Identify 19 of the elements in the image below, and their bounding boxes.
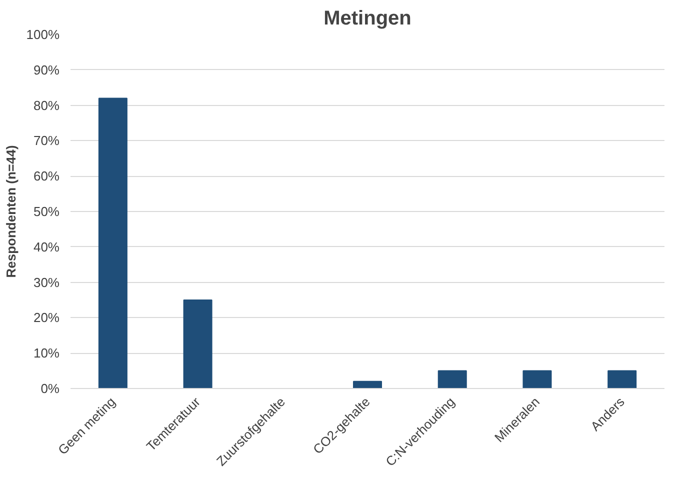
y-axis-title: Respondenten (n=44)	[3, 145, 18, 278]
y-tick-label: 100%	[26, 27, 60, 42]
bar	[353, 380, 382, 388]
y-tick-label: 90%	[33, 62, 60, 78]
y-tick-label: 40%	[33, 239, 60, 254]
y-tick-label: 50%	[33, 204, 60, 219]
chart-title: Metingen	[324, 8, 412, 30]
bar	[183, 300, 212, 388]
y-tick-label: 30%	[33, 274, 60, 290]
y-tick-label: 10%	[33, 346, 60, 361]
bar	[608, 370, 637, 388]
y-tick-label: 80%	[33, 98, 60, 113]
y-tick-label: 70%	[33, 133, 60, 148]
y-tick-label: 60%	[33, 168, 60, 184]
y-tick-label: 20%	[33, 310, 60, 326]
bar	[522, 370, 552, 388]
bar	[438, 370, 467, 388]
y-tick-label: 0%	[40, 381, 60, 396]
bar	[98, 98, 128, 388]
